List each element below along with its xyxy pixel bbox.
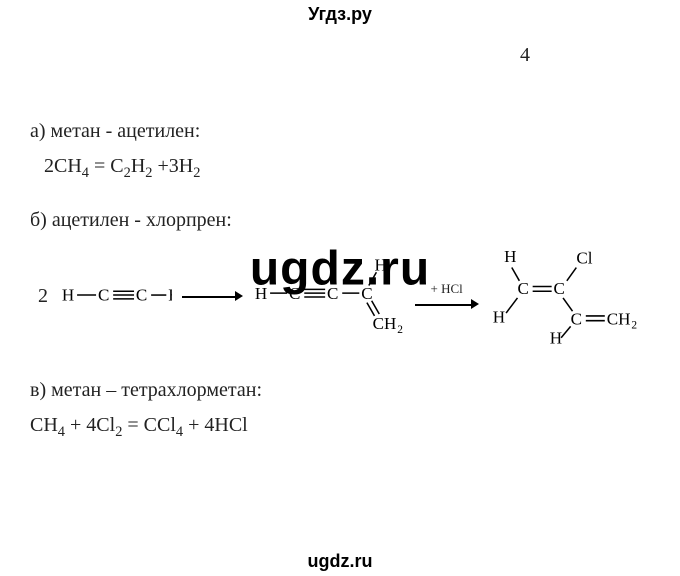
- page-number: 4: [30, 44, 650, 67]
- bottom-banner: ugdz.ru: [0, 551, 680, 572]
- intermediate-enyne: H C C C H CH 2: [253, 255, 405, 337]
- section-c-heading: в) метан – тетрахлорметан:: [30, 376, 650, 404]
- section-c-equation: CH4 + 4Cl2 = CCl4 + 4HCl: [30, 414, 650, 437]
- svg-text:H: H: [255, 284, 267, 303]
- svg-text:H: H: [62, 286, 74, 305]
- svg-text:C: C: [570, 309, 581, 328]
- svg-text:CH: CH: [606, 309, 630, 328]
- svg-text:C: C: [553, 279, 564, 298]
- arrow-label-text: + HCl: [430, 282, 462, 295]
- svg-text:H: H: [168, 286, 172, 305]
- reactant-acetylene: H C C H: [60, 281, 172, 311]
- svg-text:2: 2: [397, 324, 403, 336]
- top-banner: Угдз.ру: [0, 4, 680, 25]
- section-a-heading: а) метан - ацетилен:: [30, 117, 650, 145]
- svg-text:C: C: [361, 284, 372, 303]
- svg-text:C: C: [136, 286, 147, 305]
- svg-text:C: C: [517, 279, 528, 298]
- svg-text:H: H: [492, 308, 504, 327]
- product-chloroprene: H H C C Cl C H CH 2: [489, 244, 650, 348]
- section-b-reaction: 2 H C C H H C C C H: [38, 244, 650, 348]
- svg-text:Cl: Cl: [576, 249, 592, 268]
- arrow-icon: [415, 297, 479, 311]
- page-content: 4 а) метан - ацетилен: 2CH4 = C2H2 +3H2 …: [0, 26, 680, 550]
- arrow-icon: [182, 289, 243, 303]
- section-b-heading: б) ацетилен - хлорпрен:: [30, 206, 650, 234]
- svg-text:CH: CH: [372, 314, 396, 333]
- arrow-with-label: + HCl: [415, 282, 479, 311]
- svg-text:H: H: [504, 247, 516, 266]
- reaction-coefficient: 2: [38, 285, 48, 308]
- section-a-equation: 2CH4 = C2H2 +3H2: [44, 155, 650, 178]
- svg-text:2: 2: [631, 319, 637, 331]
- svg-text:C: C: [98, 286, 109, 305]
- svg-text:H: H: [549, 328, 561, 347]
- svg-text:H: H: [374, 255, 386, 274]
- svg-text:C: C: [289, 284, 300, 303]
- svg-text:C: C: [327, 284, 338, 303]
